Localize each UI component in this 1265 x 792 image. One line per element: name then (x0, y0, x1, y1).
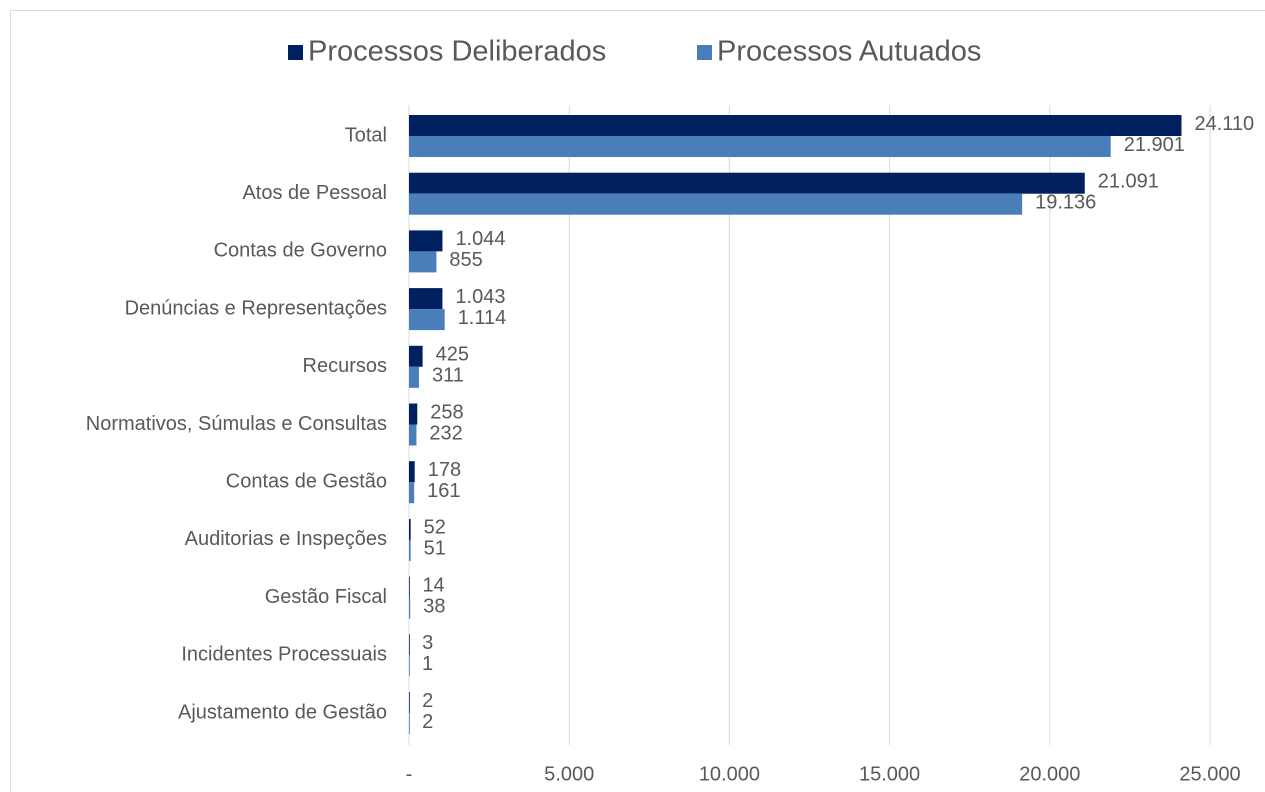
data-label: 21.901 (1124, 134, 1185, 156)
data-label: 24.110 (1194, 113, 1254, 135)
data-label: 178 (428, 459, 461, 481)
bar (409, 345, 423, 367)
bar (409, 136, 1111, 157)
x-tick-label: - (406, 763, 413, 785)
bar (409, 634, 410, 656)
x-tick-label: 5.000 (544, 763, 594, 785)
data-label: 161 (427, 480, 460, 502)
x-tick-label: 25.000 (1179, 763, 1240, 785)
data-label: 258 (430, 401, 463, 423)
y-tick-label: Denúncias e Representações (125, 297, 387, 319)
y-tick-label: Ajustamento de Gestão (178, 701, 387, 723)
data-label: 38 (423, 595, 445, 617)
bar (409, 230, 443, 252)
data-label: 425 (436, 344, 469, 366)
y-tick-label: Contas de Gestão (226, 470, 387, 492)
bar (409, 309, 445, 331)
legend-swatch (288, 45, 303, 60)
bar (409, 713, 410, 734)
y-tick-label: Incidentes Processuais (181, 644, 387, 666)
x-tick-label: 20.000 (1019, 763, 1080, 785)
legend-label: Processos Deliberados (308, 36, 606, 68)
bar (409, 424, 417, 446)
chart-frame (10, 10, 1265, 792)
y-tick-label: Gestão Fiscal (265, 586, 387, 608)
data-label: 21.091 (1098, 170, 1159, 192)
bar (409, 461, 415, 483)
bar (409, 597, 411, 619)
data-label: 232 (429, 422, 462, 444)
data-label: 2 (422, 690, 433, 712)
data-label: 1.043 (455, 286, 505, 308)
x-tick-label: 10.000 (699, 763, 760, 785)
data-label: 855 (449, 249, 482, 271)
bar (409, 692, 410, 713)
bar (409, 288, 443, 310)
data-label: 14 (422, 574, 444, 596)
bar (409, 251, 437, 273)
x-tick-label: 15.000 (859, 763, 920, 785)
y-tick-label: Normativos, Súmulas e Consultas (86, 413, 387, 435)
legend-label: Processos Autuados (717, 36, 981, 68)
y-tick-label: Atos de Pessoal (242, 182, 387, 204)
y-tick-label: Total (345, 124, 387, 146)
data-label: 1.044 (455, 228, 505, 250)
data-label: 1 (422, 653, 433, 675)
y-tick-label: Auditorias e Inspeções (185, 528, 387, 550)
data-label: 1.114 (458, 307, 507, 329)
legend-swatch (697, 45, 712, 60)
bar (409, 403, 418, 425)
bar (409, 366, 419, 388)
y-tick-label: Recursos (303, 355, 387, 377)
bar (409, 172, 1085, 194)
bar (409, 576, 410, 598)
legend: Processos Deliberados Processos Autuados (288, 36, 981, 68)
bar (409, 655, 410, 677)
data-label: 19.136 (1035, 191, 1096, 213)
bar (409, 518, 411, 540)
data-label: 3 (422, 632, 433, 654)
bar (409, 539, 411, 561)
data-label: 51 (424, 538, 446, 560)
data-label: 52 (424, 517, 446, 539)
y-tick-label: Contas de Governo (214, 240, 387, 262)
data-label: 2 (422, 711, 433, 733)
bar (409, 482, 415, 504)
bar (409, 193, 1023, 215)
data-label: 311 (432, 365, 464, 387)
bar (409, 115, 1182, 136)
